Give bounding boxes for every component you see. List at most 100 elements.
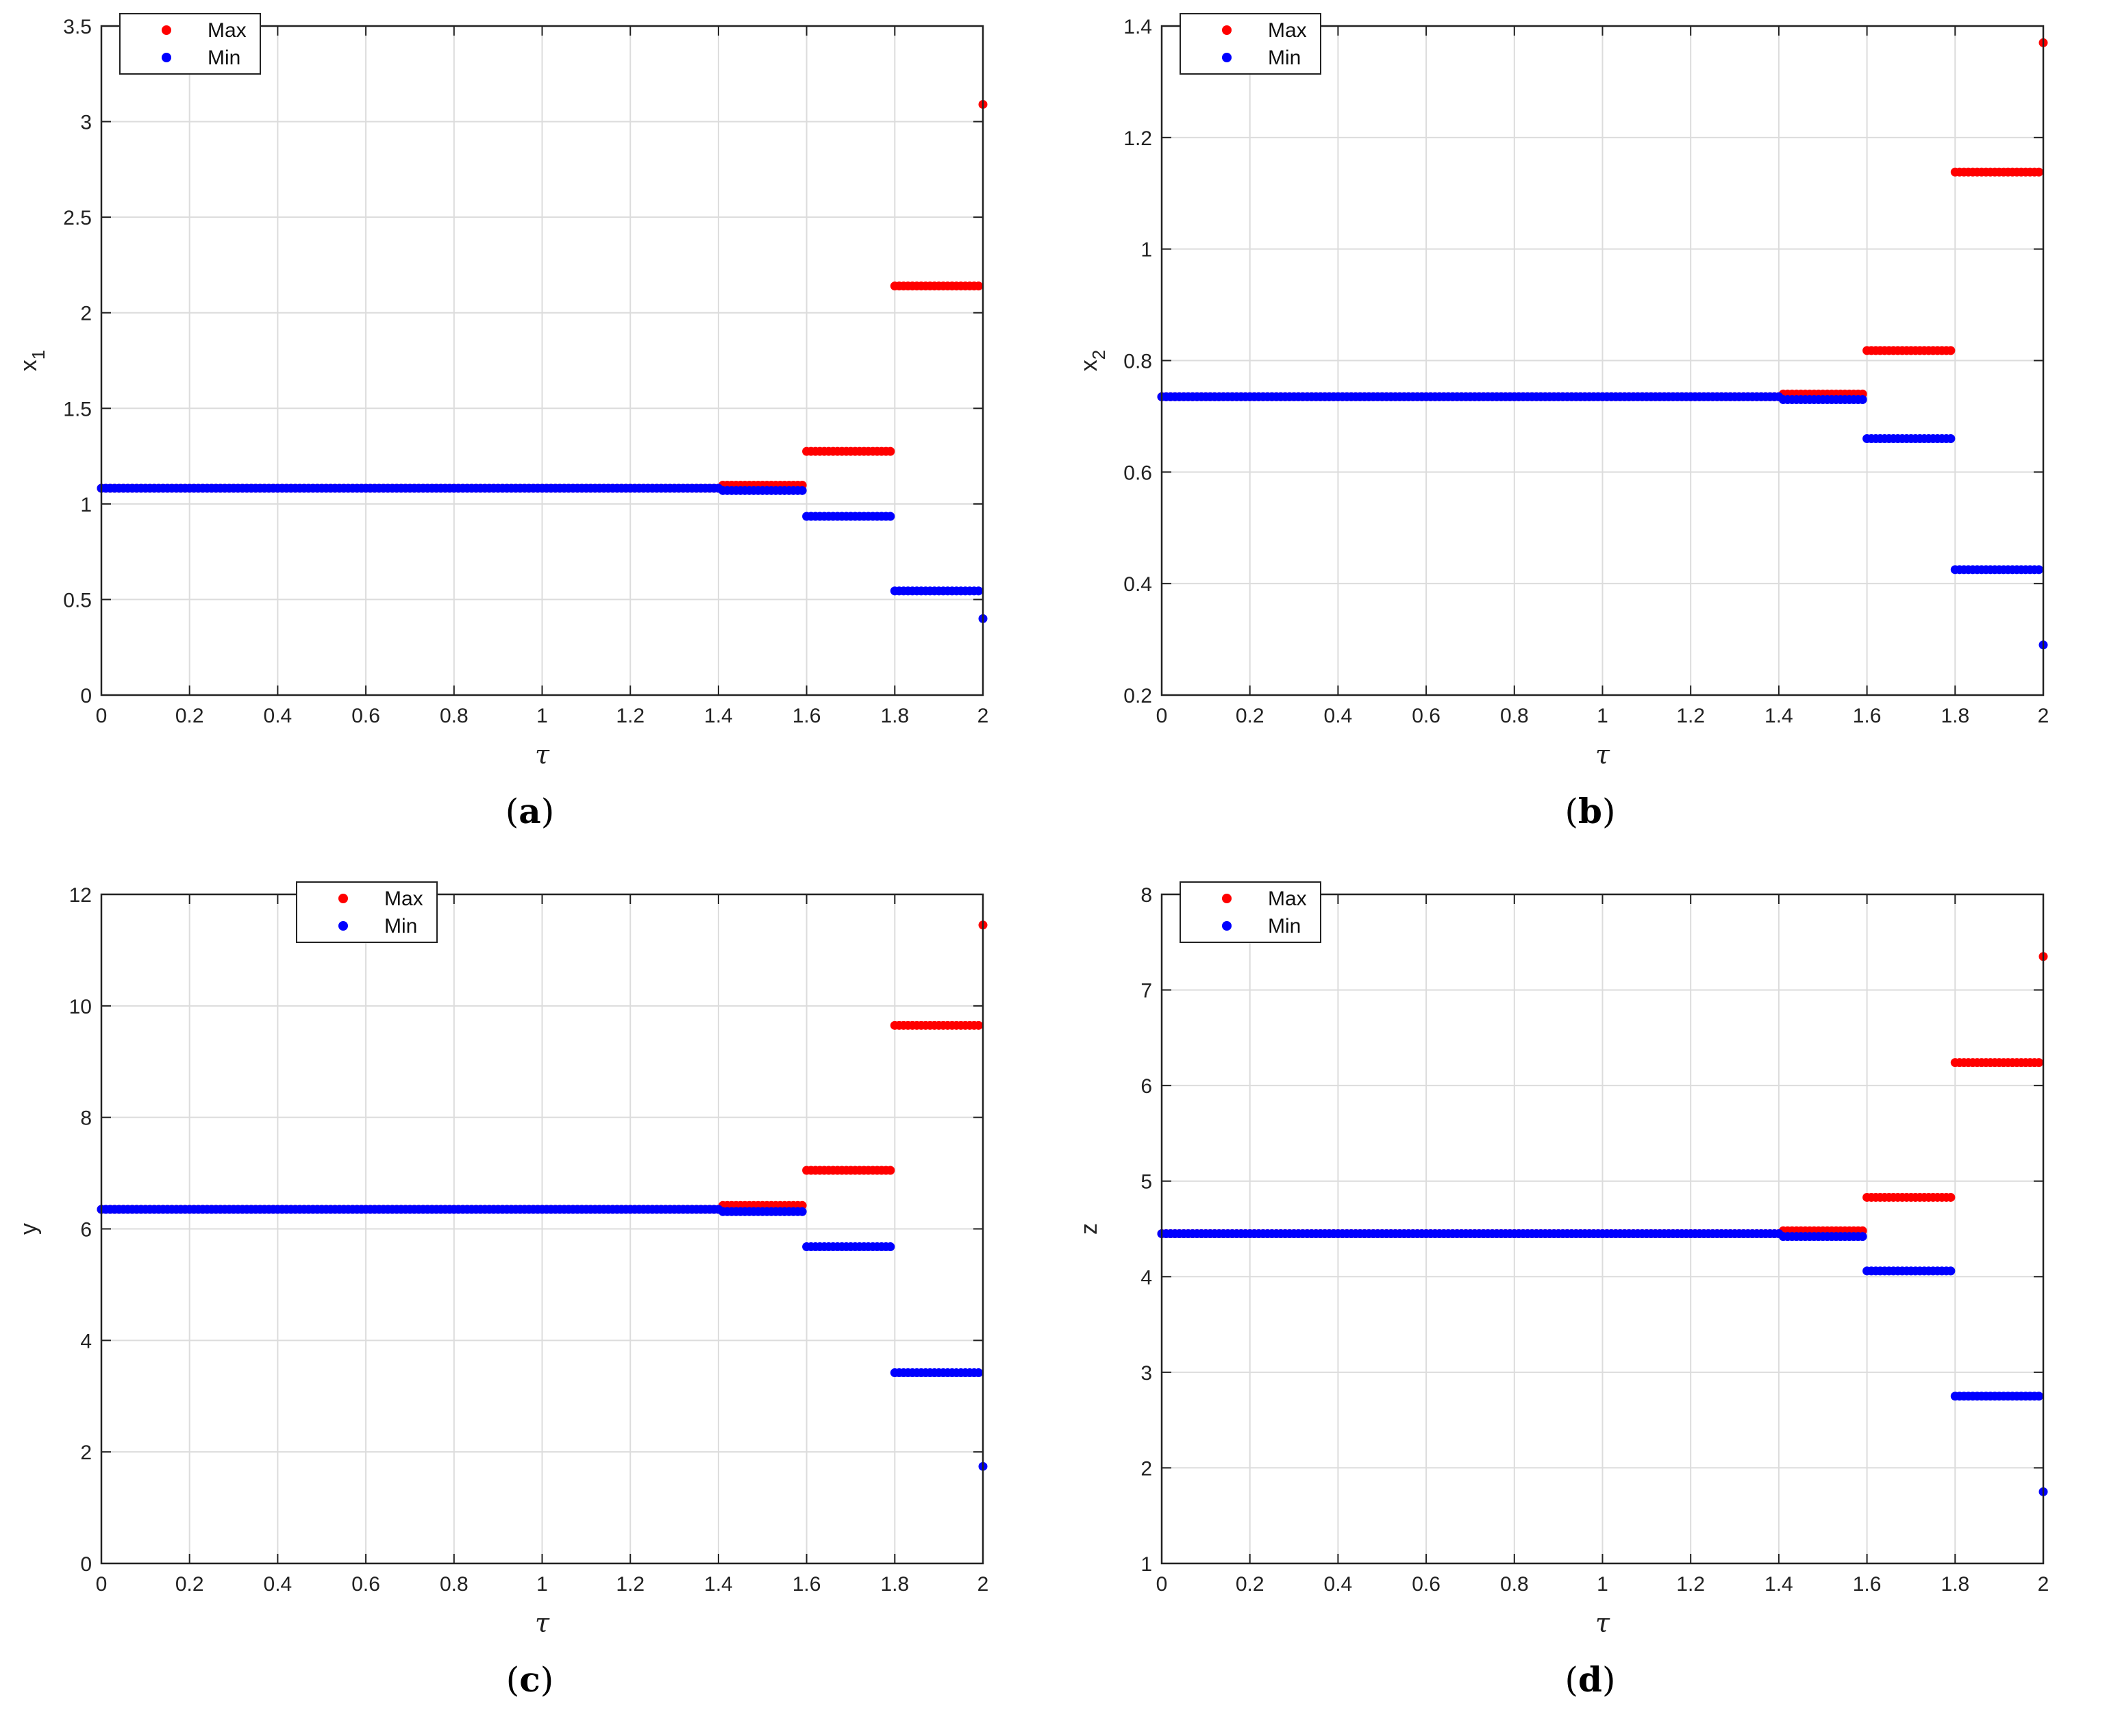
x-tick-label: 0 — [1156, 705, 1168, 727]
y-tick-label: 3.5 — [63, 16, 92, 38]
y-tick-label: 4 — [1140, 1266, 1152, 1289]
x-tick-label: 0.4 — [1324, 1573, 1353, 1596]
x-tick-label: 1.6 — [1853, 1573, 1882, 1596]
y-tick-label: 4 — [80, 1330, 92, 1353]
data-point-max — [974, 281, 984, 291]
x-axis-label: τ — [1595, 740, 1610, 770]
legend-marker-max — [338, 894, 348, 903]
x-tick-label: 1.6 — [1853, 705, 1882, 727]
x-tick-label: 1.6 — [793, 705, 821, 727]
data-point-max — [974, 1020, 984, 1030]
y-tick-label: 0.2 — [1123, 685, 1152, 707]
x-tick-label: 0.2 — [1236, 705, 1264, 727]
y-tick-label: 2 — [80, 1442, 92, 1464]
x-tick-label: 0 — [96, 1573, 108, 1596]
x-tick-label: 1.4 — [1764, 1573, 1793, 1596]
x-tick-label: 1.4 — [704, 705, 733, 727]
series-min — [1157, 1229, 2048, 1496]
legend-label-min: Min — [1268, 47, 1301, 69]
x-tick-label: 0 — [1156, 1573, 1168, 1596]
x-tick-label: 1.2 — [616, 705, 645, 727]
y-tick-label: 7 — [1140, 980, 1152, 1003]
x-axis-label: τ — [535, 1608, 550, 1638]
data-point-min — [1858, 394, 1867, 404]
data-point-min — [1946, 1266, 1956, 1276]
y-axis-label-subscript: 1 — [28, 350, 49, 360]
chart-b: 0 0.2 0.4 0.6 0.8 1 1.2 1.4 1.6 1.8 20.20.40.60.81… — [1076, 13, 2049, 770]
y-axis-label-main: x — [16, 360, 42, 371]
y-tick-label: 1 — [1140, 1553, 1152, 1576]
x-tick-label: 0.8 — [1500, 1573, 1529, 1596]
x-tick-label: 1.8 — [880, 705, 909, 727]
x-tick-label: 1 — [1597, 705, 1608, 727]
chart-d: 0 0.2 0.4 0.6 0.8 1 1.2 1.4 1.6 1.8 2 1 2 3 4 5 6 7 8 τ z Max… — [1076, 881, 2049, 1638]
panel-label-b: b — [1578, 791, 1602, 831]
axes-box — [1160, 893, 2045, 1565]
x-axis-label: τ — [1595, 1608, 1610, 1638]
y-tick-label: 10 — [69, 996, 92, 1018]
x-tick-label: 1 — [536, 705, 548, 727]
x-tick-label: 0.8 — [440, 705, 469, 727]
data-point-min — [886, 1242, 895, 1252]
y-tick-label: 8 — [80, 1107, 92, 1130]
panel-caption-d: (d) — [1564, 1659, 1616, 1700]
y-tick-label: 2 — [80, 303, 92, 325]
legend-label-min: Min — [384, 915, 417, 938]
series-min — [97, 1205, 988, 1471]
data-point-min — [1946, 433, 1956, 443]
y-tick-label: 0.6 — [1123, 462, 1152, 484]
chart-panel-a: 0 0.2 0.4 0.6 0.8 1 1.2 1.4 1.6 1.8 2 0 0.5 1 1.5 2 2.5 3… — [0, 0, 1060, 868]
y-tick-label: 2 — [1140, 1457, 1152, 1480]
x-tick-label: 0.6 — [1412, 705, 1441, 727]
chart-panel-b: 0 0.2 0.4 0.6 0.8 1 1.2 1.4 1.6 1.8 2 0.2 0.4 0.6 0.8 1… — [1060, 0, 2120, 868]
x-tick-label: 0.2 — [175, 705, 204, 727]
x-axis-label: τ — [535, 740, 550, 770]
data-point-min — [2034, 1392, 2044, 1401]
x-tick-label: 1.8 — [1941, 1573, 1969, 1596]
y-axis-label: x2 — [1076, 350, 1109, 371]
x-tick-label: 0 — [96, 705, 108, 727]
data-point-max — [2034, 1058, 2044, 1068]
data-point-max — [886, 446, 895, 456]
y-tick-label: 5 — [1140, 1171, 1152, 1194]
y-tick-label: 1 — [1140, 239, 1152, 262]
legend-marker-min — [338, 921, 348, 931]
series-min — [97, 483, 988, 623]
data-point-min — [974, 586, 984, 596]
y-tick-label: 0 — [80, 685, 92, 707]
data-point-max — [2034, 167, 2044, 177]
legend-label-min: Min — [208, 47, 240, 69]
y-tick-label: 0 — [80, 1553, 92, 1576]
x-tick-label: 2 — [2038, 1573, 2049, 1596]
x-tick-label: 1.6 — [793, 1573, 821, 1596]
legend-box — [1180, 881, 1321, 943]
axes-box — [100, 893, 984, 1565]
y-tick-label: 0.8 — [1123, 351, 1152, 373]
x-tick-label: 0.4 — [264, 1573, 292, 1596]
y-tick-label: 3 — [1140, 1362, 1152, 1385]
chart-panel-c: 0 0.2 0.4 0.6 0.8 1 1.2 1.4 1.6 1.8 2 0 2 4 6 8 10 12 τ y Ma… — [0, 868, 1060, 1736]
y-axis-label-subscript: 2 — [1088, 350, 1109, 360]
data-point-max — [797, 1200, 807, 1210]
axes-box — [1160, 25, 2045, 696]
y-tick-label: 0.4 — [1123, 573, 1152, 596]
legend-marker-min — [1222, 921, 1232, 931]
y-axis-label-main: y — [16, 1223, 42, 1235]
x-tick-label: 1 — [536, 1573, 548, 1596]
legend-label-max: Max — [208, 19, 247, 42]
legend-label-max: Max — [1268, 19, 1307, 42]
panel-label-a: a — [519, 791, 541, 831]
y-tick-label: 1.4 — [1123, 16, 1152, 38]
x-tick-label: 0.8 — [1500, 705, 1529, 727]
legend-box — [296, 881, 438, 943]
legend-marker-max — [162, 25, 171, 35]
legend-marker-max — [1222, 894, 1232, 903]
y-axis-label-main: x — [1076, 360, 1102, 371]
y-tick-label: 1.5 — [63, 398, 92, 420]
y-axis-label-main: z — [1076, 1223, 1102, 1235]
x-tick-label: 0.2 — [1236, 1573, 1264, 1596]
x-tick-label: 0.6 — [1412, 1573, 1441, 1596]
x-tick-label: 0.6 — [351, 705, 380, 727]
y-tick-label: 1.2 — [1123, 127, 1152, 150]
legend: Max Min — [1180, 881, 1321, 943]
